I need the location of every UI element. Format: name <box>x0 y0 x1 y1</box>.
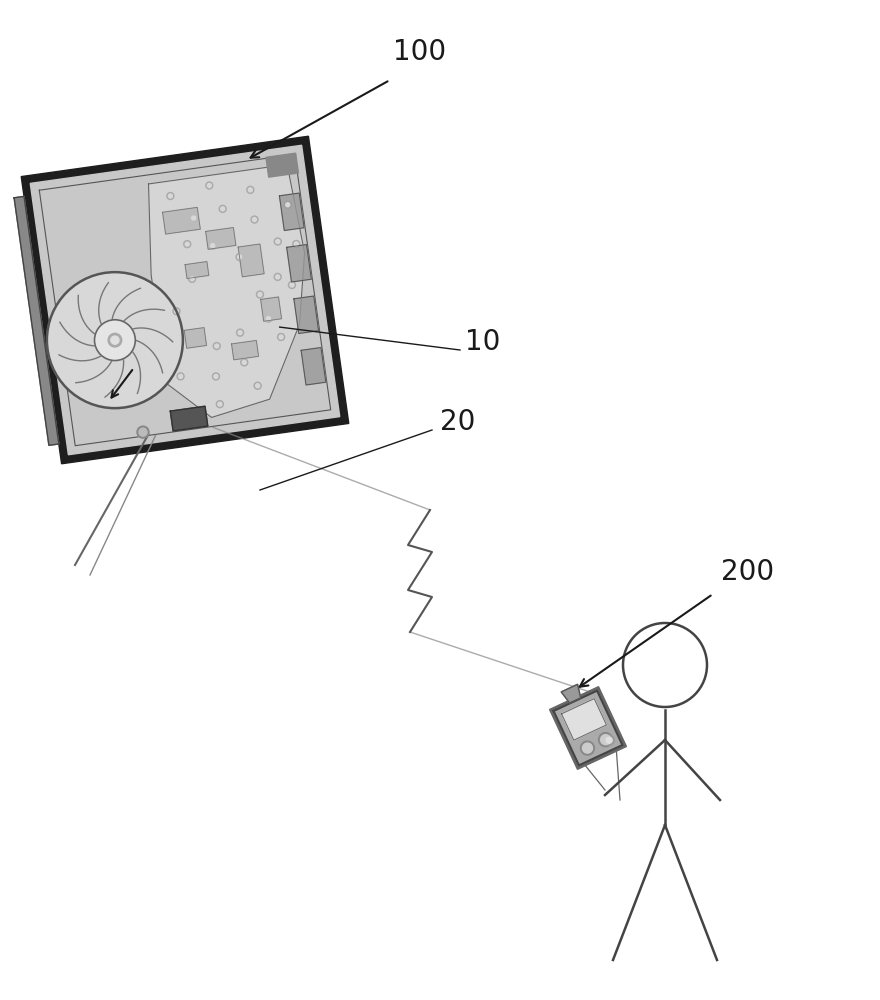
Polygon shape <box>266 153 298 177</box>
Polygon shape <box>294 296 319 333</box>
Circle shape <box>254 382 261 389</box>
Circle shape <box>216 401 224 408</box>
Circle shape <box>258 293 262 297</box>
Circle shape <box>275 273 282 280</box>
Circle shape <box>238 331 242 335</box>
Circle shape <box>213 343 220 350</box>
Polygon shape <box>561 684 581 703</box>
Circle shape <box>94 320 136 361</box>
Polygon shape <box>171 406 208 431</box>
Circle shape <box>209 242 216 249</box>
Circle shape <box>215 344 219 348</box>
Circle shape <box>248 188 253 192</box>
Circle shape <box>212 373 219 380</box>
Circle shape <box>251 216 258 223</box>
Circle shape <box>218 402 222 406</box>
Polygon shape <box>287 245 312 282</box>
Polygon shape <box>163 207 201 234</box>
Polygon shape <box>149 164 304 417</box>
Circle shape <box>255 384 260 388</box>
Circle shape <box>174 309 179 313</box>
Circle shape <box>167 193 174 200</box>
Circle shape <box>108 333 121 347</box>
Polygon shape <box>550 687 627 769</box>
Circle shape <box>214 374 218 378</box>
Text: 10: 10 <box>465 328 501 356</box>
Circle shape <box>265 315 272 322</box>
Circle shape <box>256 291 263 298</box>
Text: 20: 20 <box>440 408 475 436</box>
Circle shape <box>253 218 256 222</box>
Text: 100: 100 <box>393 38 446 66</box>
Polygon shape <box>260 297 282 321</box>
Circle shape <box>598 733 612 747</box>
Circle shape <box>277 333 284 340</box>
Circle shape <box>267 317 270 321</box>
Circle shape <box>275 240 280 244</box>
Circle shape <box>286 203 290 207</box>
Circle shape <box>190 214 197 221</box>
Circle shape <box>47 272 183 408</box>
Circle shape <box>137 426 149 438</box>
Polygon shape <box>554 691 622 765</box>
Circle shape <box>600 735 611 745</box>
Circle shape <box>246 186 253 193</box>
Circle shape <box>168 194 172 198</box>
Circle shape <box>192 216 195 220</box>
Circle shape <box>219 205 226 212</box>
Circle shape <box>293 240 300 247</box>
Polygon shape <box>561 699 606 740</box>
Circle shape <box>581 741 595 755</box>
Polygon shape <box>184 328 207 348</box>
Circle shape <box>206 182 213 189</box>
Polygon shape <box>30 145 340 455</box>
Circle shape <box>111 336 119 344</box>
Circle shape <box>605 735 614 745</box>
Circle shape <box>173 308 180 315</box>
Circle shape <box>279 335 283 339</box>
Circle shape <box>139 428 147 436</box>
Circle shape <box>210 244 215 248</box>
Polygon shape <box>280 193 304 231</box>
Polygon shape <box>301 348 326 385</box>
Circle shape <box>241 359 248 366</box>
Circle shape <box>275 238 282 245</box>
Polygon shape <box>206 228 236 249</box>
Circle shape <box>242 360 246 364</box>
Circle shape <box>190 277 194 281</box>
Circle shape <box>184 241 191 248</box>
Polygon shape <box>21 136 348 464</box>
Circle shape <box>179 374 182 378</box>
Circle shape <box>177 373 184 380</box>
Circle shape <box>238 255 241 259</box>
Circle shape <box>583 743 592 753</box>
Circle shape <box>290 283 294 287</box>
Circle shape <box>237 329 244 336</box>
Polygon shape <box>14 196 59 445</box>
Text: 200: 200 <box>722 558 774 586</box>
Circle shape <box>289 281 296 288</box>
Circle shape <box>236 253 243 260</box>
Polygon shape <box>185 262 209 279</box>
Polygon shape <box>238 244 264 277</box>
Circle shape <box>284 201 291 208</box>
Circle shape <box>275 275 280 279</box>
Circle shape <box>186 242 189 246</box>
Circle shape <box>294 242 298 246</box>
Circle shape <box>221 207 224 211</box>
Circle shape <box>606 737 612 743</box>
Circle shape <box>208 184 211 188</box>
Polygon shape <box>231 340 259 360</box>
Circle shape <box>188 275 195 282</box>
